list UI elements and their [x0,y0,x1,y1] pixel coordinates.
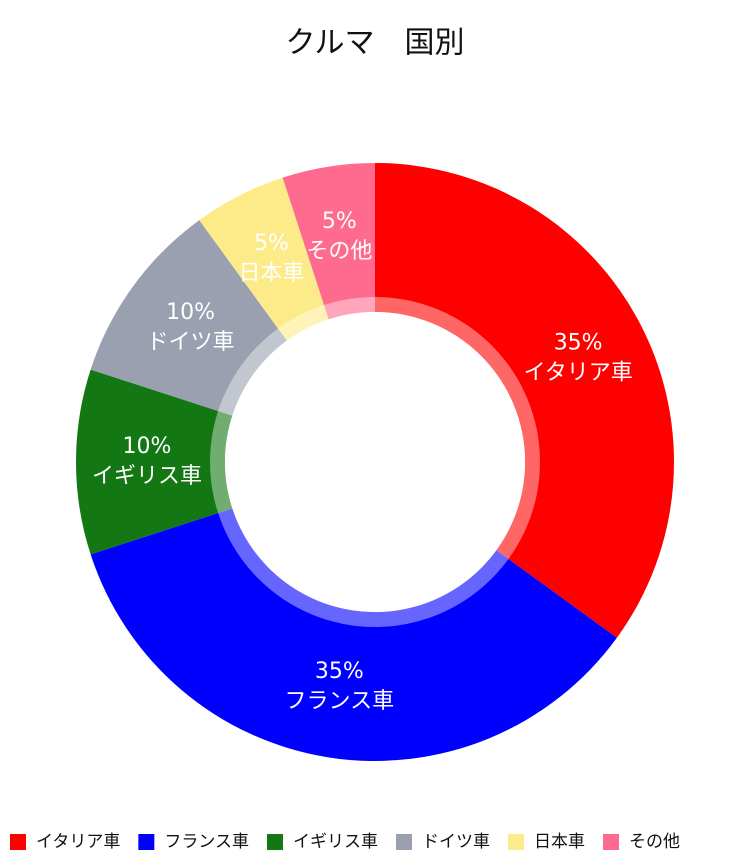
slice-label: イタリア車 [524,360,633,385]
legend-swatch [10,834,26,850]
legend-swatch [138,834,155,850]
donut-slice [90,508,617,761]
slice-label: 日本車 [238,261,304,286]
legend-label: フランス車 [164,832,249,852]
chart-title: クルマ 国別 [285,26,464,61]
value-label: 35% [315,659,364,684]
legend-swatch [267,834,283,850]
slice-label: ドイツ車 [147,330,235,355]
legend-label: イギリス車 [293,832,378,852]
value-label: 10% [123,434,172,459]
donut-hole [225,312,525,612]
legend-swatch [508,834,524,850]
donut-slice [90,220,287,416]
donut-slice [199,177,329,341]
legend-label: イタリア車 [36,832,120,852]
slice-label: イギリス車 [92,464,202,489]
value-label: 35% [554,330,603,355]
value-label: 10% [166,300,215,325]
value-label: 5% [254,231,289,256]
legend-label: その他 [629,832,680,852]
slice-label: その他 [306,239,372,264]
donut-slice [76,369,233,555]
donut-slice [282,163,375,320]
legend-swatch [396,834,412,850]
legend-label: 日本車 [534,832,585,852]
legend-swatch [603,834,619,850]
legend-label: ドイツ車 [422,832,490,852]
donut-slice [375,163,674,638]
value-label: 5% [322,209,357,234]
slice-label: フランス車 [285,689,395,714]
